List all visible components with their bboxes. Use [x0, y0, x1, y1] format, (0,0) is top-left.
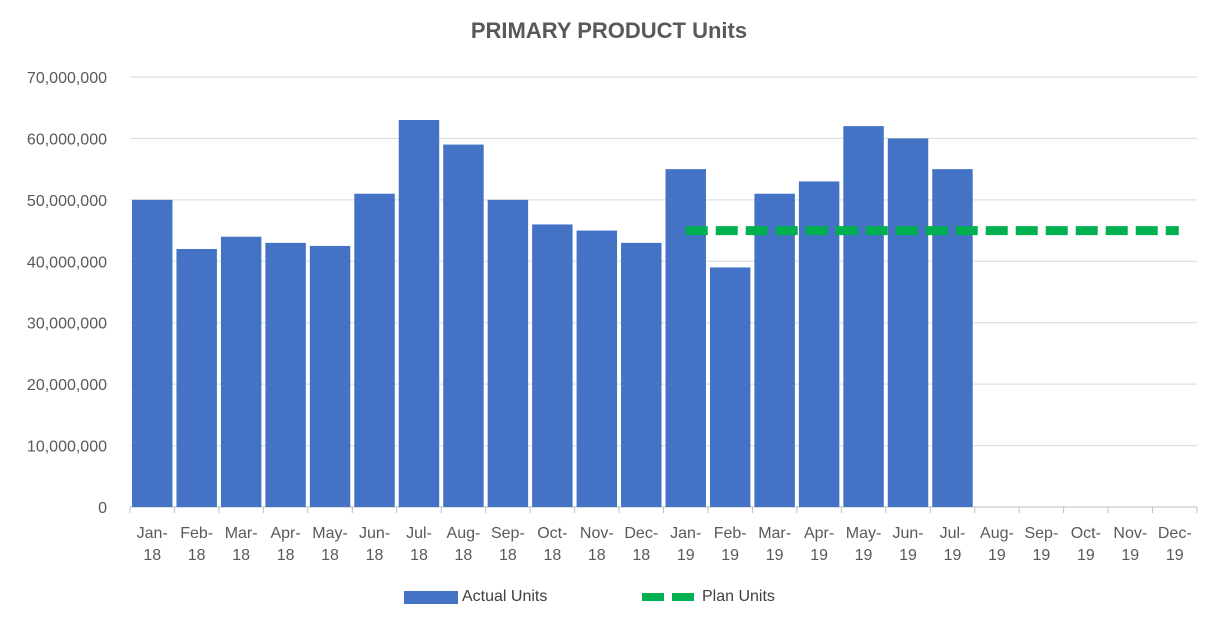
legend-item-plan: Plan Units	[642, 588, 775, 606]
x-tick-label: Sep-19	[1024, 525, 1058, 564]
y-tick-label: 30,000,000	[27, 316, 107, 333]
x-tick-label: Dec-19	[1158, 525, 1192, 564]
chart-title: PRIMARY PRODUCT Units	[470, 18, 748, 43]
y-tick-label: 0	[98, 500, 107, 517]
bar	[709, 267, 751, 507]
y-tick-label: 50,000,000	[27, 193, 107, 210]
y-tick-label: 10,000,000	[27, 439, 107, 456]
bar	[754, 193, 795, 507]
bar	[176, 249, 217, 507]
x-tick-label: May-18	[312, 525, 348, 564]
bar	[265, 242, 306, 507]
x-tick-label: Nov-19	[1113, 525, 1147, 564]
x-tick-label: Dec-18	[624, 525, 658, 564]
x-tick-label: Nov-18	[580, 525, 614, 564]
bar	[220, 236, 262, 507]
legend-swatch-plan	[642, 593, 700, 601]
x-tick-label: Feb-18	[180, 525, 213, 564]
bar	[932, 169, 973, 507]
bar	[309, 245, 351, 507]
legend-item-actual: Actual Units	[404, 588, 547, 606]
y-axis-ticks: 0 10,000,000 20,000,000 30,000,000 40,000,00…	[27, 70, 107, 517]
bar	[354, 193, 395, 507]
x-tick-label: Aug-19	[980, 525, 1014, 564]
legend-label-actual: Actual Units	[462, 588, 548, 605]
x-tick-label: Mar-18	[225, 525, 258, 564]
bar	[665, 169, 706, 507]
x-tick-label: Feb-19	[714, 525, 747, 564]
x-tick-label: Sep-18	[491, 525, 525, 564]
bar	[443, 144, 484, 508]
bar	[487, 199, 529, 507]
x-tick-label: May-19	[846, 525, 882, 564]
y-tick-label: 70,000,000	[27, 70, 107, 87]
x-tick-label: Jul-19	[940, 525, 966, 564]
x-tick-label: Jan-18	[137, 525, 168, 564]
legend-label-plan: Plan Units	[702, 588, 775, 605]
bar	[398, 120, 440, 507]
bar	[532, 224, 573, 507]
x-tick-label: Mar-19	[758, 525, 791, 564]
x-tick-label: Apr-19	[804, 525, 834, 564]
y-tick-label: 60,000,000	[27, 131, 107, 148]
bar	[843, 126, 884, 508]
chart-plot: 0 10,000,000 20,000,000 30,000,000 40,000,00…	[27, 70, 1198, 564]
bars	[132, 120, 973, 508]
x-tick-label: Jun-18	[359, 525, 390, 564]
x-axis-ticks: Jan-18 Feb-18 Mar-18 Apr-18 May-18 Jun-18 Jul-…	[137, 525, 1192, 564]
x-tick-label: Oct-18	[537, 525, 567, 564]
bar	[887, 138, 929, 507]
y-tick-label: 40,000,000	[27, 254, 107, 271]
x-tick-label: Aug-18	[447, 525, 481, 564]
gridlines	[129, 76, 1198, 513]
x-tick-label: Oct-19	[1071, 525, 1101, 564]
y-tick-label: 20,000,000	[27, 377, 107, 394]
x-tick-label: Apr-18	[270, 525, 300, 564]
bar	[132, 199, 173, 507]
x-tick-label: Jun-19	[892, 525, 923, 564]
x-tick-label: Jan-19	[670, 525, 701, 564]
bar	[576, 230, 618, 508]
x-tick-label: Jul-18	[406, 525, 432, 564]
bar	[798, 181, 840, 507]
legend-swatch-actual	[404, 590, 458, 604]
bar	[621, 242, 662, 507]
